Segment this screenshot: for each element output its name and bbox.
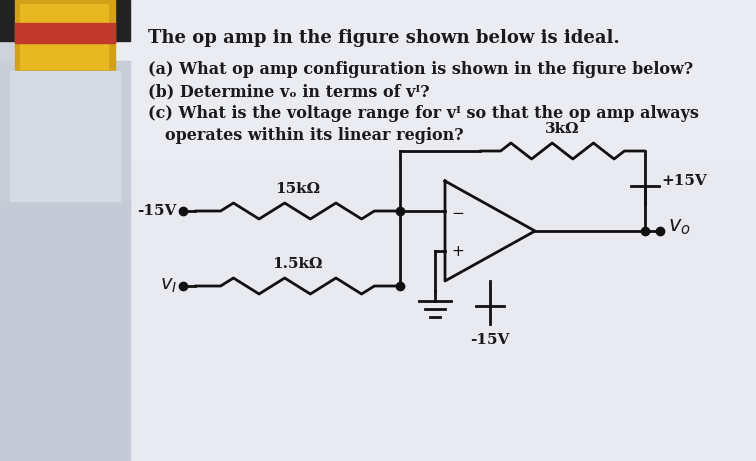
Bar bbox=[20, 4, 108, 69]
Text: 3kΩ: 3kΩ bbox=[545, 122, 580, 136]
Text: $+$: $+$ bbox=[451, 243, 464, 259]
Text: -15V: -15V bbox=[138, 204, 177, 218]
Bar bbox=[0, 61, 130, 211]
Text: (a) What op amp configuration is shown in the figure below?: (a) What op amp configuration is shown i… bbox=[148, 61, 693, 78]
Bar bbox=[10, 71, 120, 201]
Text: +15V: +15V bbox=[661, 174, 707, 188]
Bar bbox=[0, 0, 130, 41]
Bar bbox=[110, 0, 756, 161]
Text: The op amp in the figure shown below is ideal.: The op amp in the figure shown below is … bbox=[148, 29, 620, 47]
Text: (c) What is the voltage range for vᴵ so that the op amp always: (c) What is the voltage range for vᴵ so … bbox=[148, 105, 699, 122]
Text: (b) Determine vₒ in terms of vᴵ?: (b) Determine vₒ in terms of vᴵ? bbox=[148, 83, 429, 100]
Text: $v_o$: $v_o$ bbox=[668, 217, 691, 237]
Text: 1.5kΩ: 1.5kΩ bbox=[272, 257, 323, 271]
Bar bbox=[110, 0, 756, 461]
Text: operates within its linear region?: operates within its linear region? bbox=[165, 127, 463, 144]
Text: $-$: $-$ bbox=[451, 203, 464, 219]
Bar bbox=[15, 23, 115, 43]
Bar bbox=[0, 201, 130, 461]
Bar bbox=[15, 0, 115, 71]
Text: 15kΩ: 15kΩ bbox=[275, 182, 320, 196]
Text: $v_I$: $v_I$ bbox=[160, 277, 177, 295]
Text: -15V: -15V bbox=[470, 333, 510, 347]
